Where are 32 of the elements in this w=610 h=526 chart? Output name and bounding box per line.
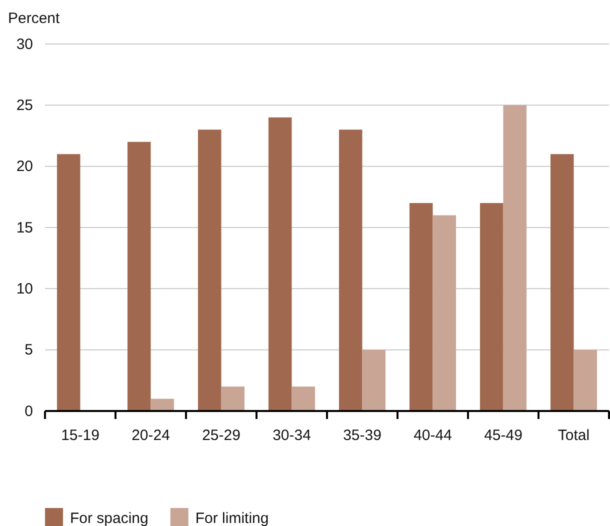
- bar: [574, 350, 598, 411]
- y-tick-label: 30: [16, 36, 33, 53]
- x-tick-label: 25-29: [202, 427, 240, 444]
- y-tick-label: 25: [16, 96, 33, 114]
- bar: [409, 203, 433, 411]
- y-tick-label: 10: [16, 280, 33, 298]
- bar: [503, 105, 527, 411]
- y-axis-title: Percent: [8, 10, 61, 27]
- bar: [480, 203, 504, 411]
- x-tick-label: 15-19: [61, 427, 100, 444]
- x-tick-label: Total: [558, 427, 590, 444]
- x-tick-label: 30-34: [272, 427, 311, 444]
- bar: [432, 215, 456, 411]
- x-tick-label: 45-49: [484, 427, 522, 444]
- bar: [127, 142, 151, 411]
- x-tick-label: 35-39: [343, 427, 382, 444]
- legend-label: For spacing: [70, 510, 148, 526]
- bar: [550, 154, 574, 411]
- bar: [198, 130, 222, 411]
- y-tick-label: 5: [24, 342, 33, 359]
- x-tick-label: 40-44: [414, 427, 452, 444]
- bar: [268, 117, 292, 411]
- bar: [292, 386, 316, 411]
- y-tick-label: 20: [16, 158, 33, 176]
- legend-label: For limiting: [195, 510, 269, 526]
- bar: [362, 350, 386, 411]
- y-tick-label: 15: [16, 219, 33, 236]
- bar: [221, 386, 245, 411]
- bar: [338, 130, 362, 411]
- bar: [56, 154, 80, 411]
- x-tick-label: 20-24: [132, 427, 170, 444]
- y-tick-label: 0: [24, 402, 33, 420]
